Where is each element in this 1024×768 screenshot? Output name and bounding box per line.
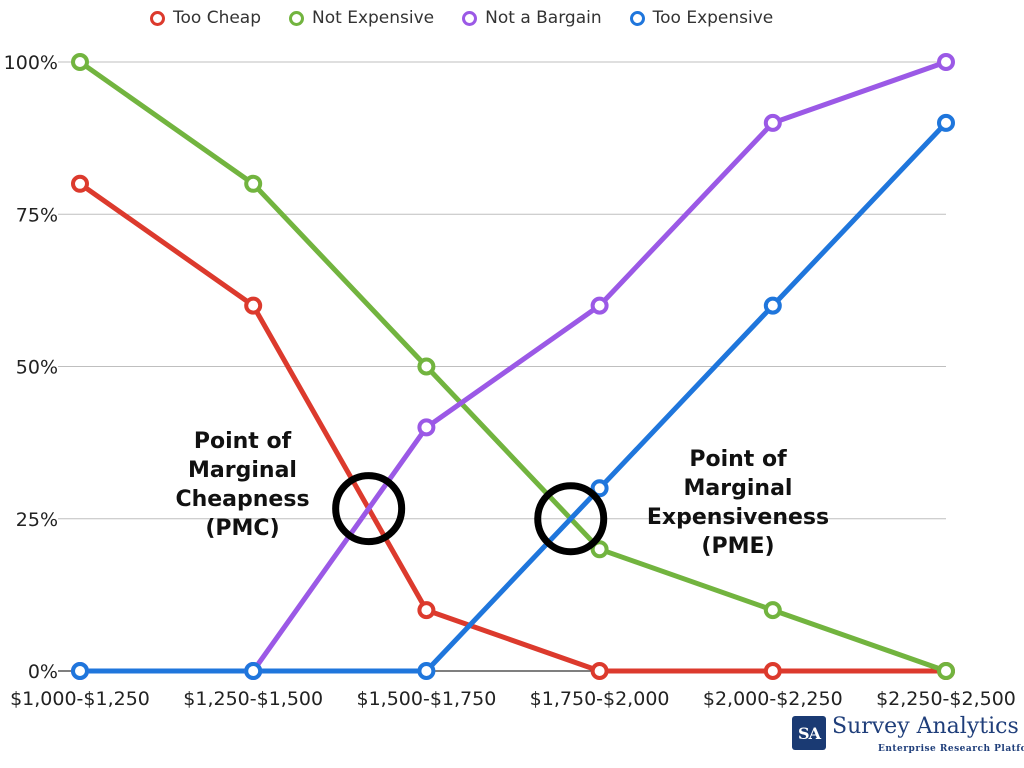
pmc-line: Cheapness — [175, 487, 310, 512]
x-tick-label: $1,250-$1,500 — [183, 688, 323, 710]
pme-line: (PME) — [701, 534, 775, 559]
brand-name: Survey Analytics — [832, 714, 1019, 739]
x-tick-label: $1,750-$2,000 — [530, 688, 670, 710]
x-tick-label: $1,500-$1,750 — [356, 688, 496, 710]
data-point — [763, 601, 782, 620]
data-point — [244, 174, 263, 193]
data-point — [763, 662, 782, 680]
series-line-not-expensive — [77, 59, 949, 674]
legend-marker-icon — [150, 10, 165, 26]
legend-marker-icon — [289, 10, 305, 26]
data-point — [590, 296, 609, 315]
brand-tagline: Enterprise Research Platform — [878, 744, 1024, 754]
pme-line: Expensiveness — [646, 505, 830, 530]
pmc-annotation: Point of Marginal Cheapness (PMC) — [160, 427, 325, 543]
pme-annotation: Point of Marginal Expensiveness (PME) — [638, 445, 838, 561]
x-tick-label: $2,000-$2,250 — [703, 688, 843, 710]
x-tick-label: $1,000-$1,250 — [10, 688, 150, 710]
pme-line: Point of — [689, 447, 787, 472]
data-point — [417, 357, 436, 376]
data-point — [71, 174, 89, 193]
data-point — [244, 296, 263, 315]
data-point — [590, 479, 609, 498]
data-point — [417, 662, 436, 680]
data-point — [417, 418, 436, 437]
pmc-line: Marginal — [188, 458, 297, 483]
series-line-too-cheap — [77, 181, 949, 674]
legend-item-not-expensive: Not Expensive — [289, 8, 434, 28]
pme-crossing-marker — [534, 482, 608, 556]
series-line-too-expensive — [77, 120, 949, 674]
y-tick-label: 0% — [28, 661, 58, 683]
legend-item-too-cheap: Too Cheap — [150, 8, 261, 28]
chart-legend: Too Cheap Not Expensive Not a Bargain To… — [150, 8, 773, 28]
pmc-crossing-marker — [332, 472, 406, 546]
data-point — [590, 540, 609, 559]
sa-logo-icon: SA — [792, 716, 826, 750]
pmc-line: (PMC) — [205, 516, 280, 541]
y-tick-label: 50% — [16, 357, 58, 379]
legend-label: Too Expensive — [652, 8, 774, 28]
data-point — [937, 53, 955, 71]
legend-label: Too Cheap — [173, 8, 262, 28]
data-point — [417, 601, 436, 620]
legend-marker-icon — [629, 10, 645, 26]
data-point — [71, 53, 89, 71]
data-point — [590, 662, 609, 680]
y-tick-label: 100% — [4, 52, 58, 74]
legend-marker-icon — [462, 10, 478, 26]
legend-item-too-expensive: Too Expensive — [629, 8, 774, 28]
data-point — [71, 662, 89, 680]
data-point — [244, 662, 263, 680]
pmc-line: Point of — [193, 429, 292, 454]
legend-label: Not Expensive — [312, 8, 435, 28]
y-tick-label: 75% — [16, 204, 58, 226]
data-point — [937, 662, 955, 680]
data-point — [763, 113, 782, 132]
y-tick-label: 25% — [16, 509, 58, 531]
data-point — [763, 296, 782, 315]
legend-item-not-a-bargain: Not a Bargain — [462, 8, 602, 28]
data-point — [937, 113, 955, 132]
brand-logo-block: SA Survey Analytics Enterprise Research … — [792, 714, 1024, 762]
legend-label: Not a Bargain — [485, 8, 602, 28]
pme-line: Marginal — [683, 476, 793, 501]
x-tick-label: $2,250-$2,500 — [876, 688, 1016, 710]
